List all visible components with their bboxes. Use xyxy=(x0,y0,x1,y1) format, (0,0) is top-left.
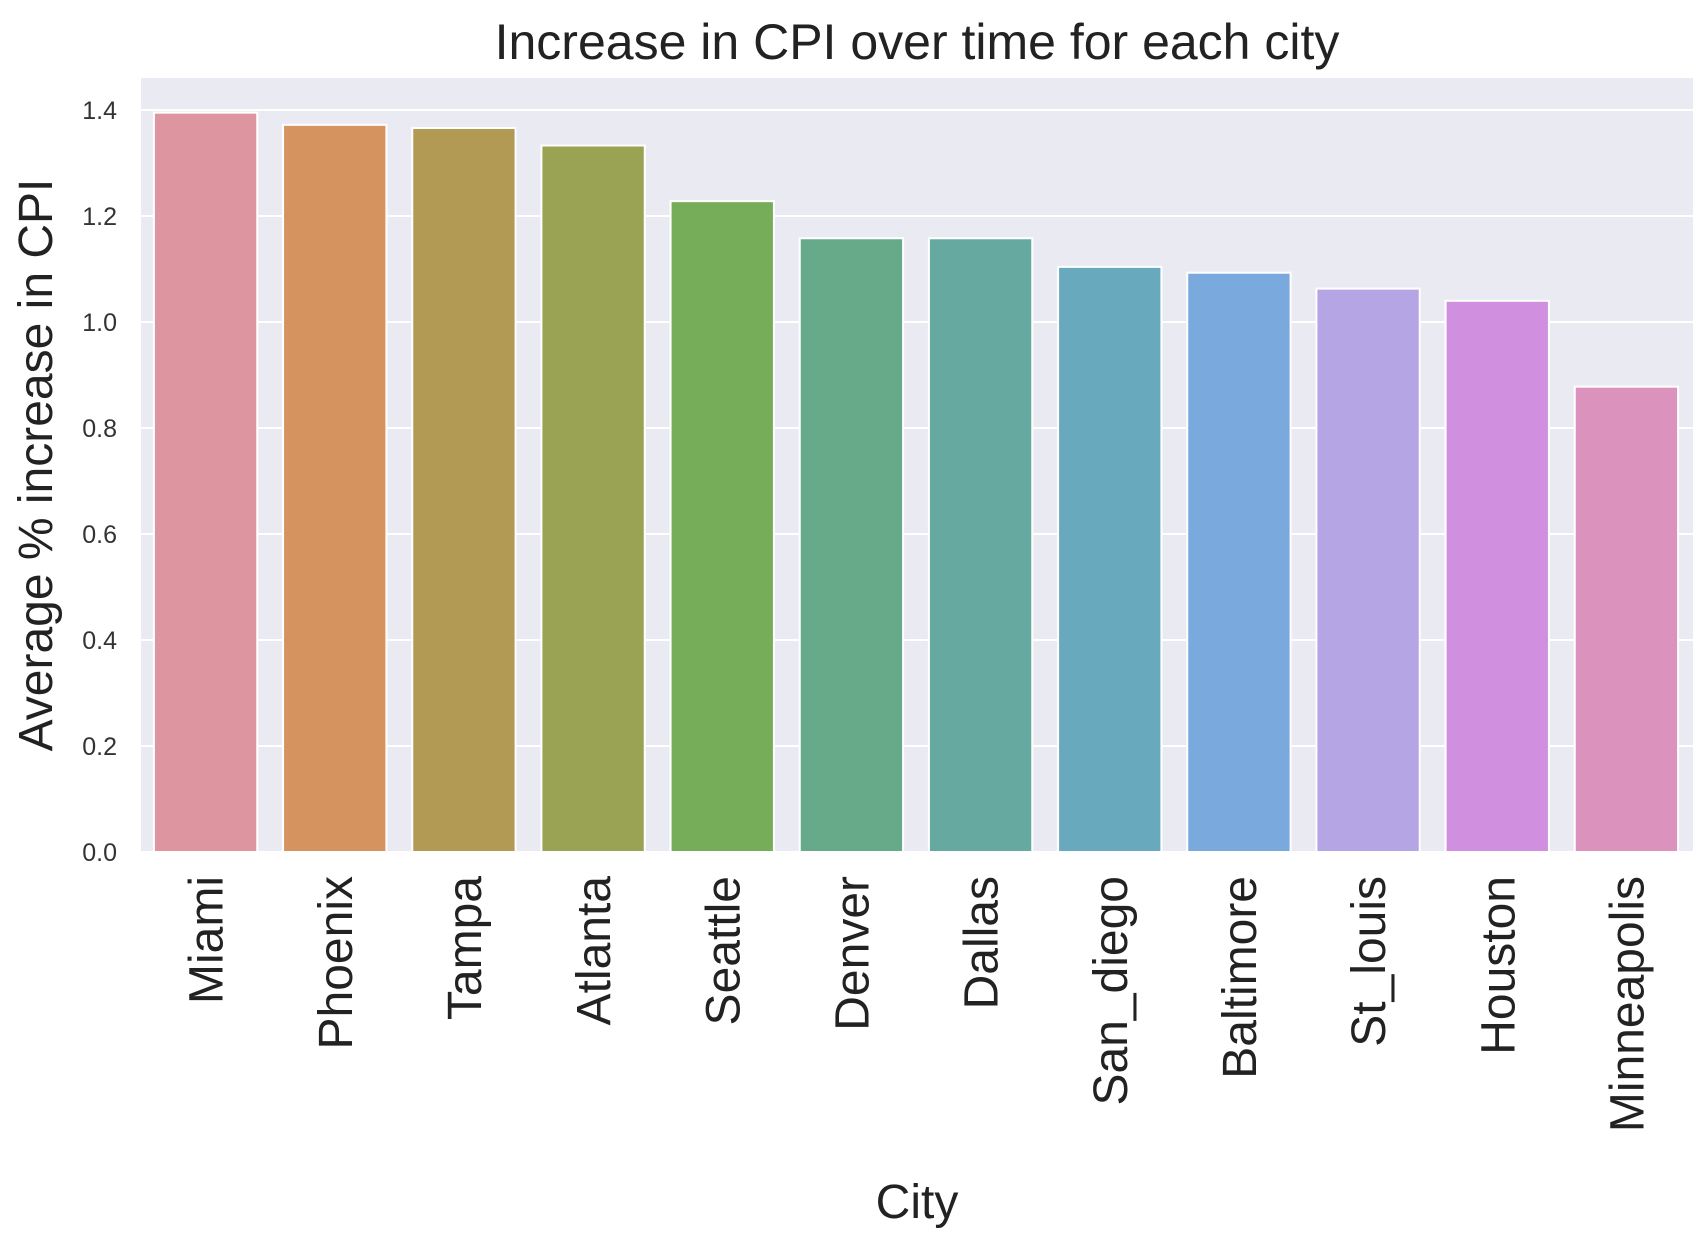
x-tick-label: Houston xyxy=(1472,876,1525,1055)
bar-tampa xyxy=(411,127,517,853)
y-tick-label: 0.0 xyxy=(82,839,117,867)
bar-phoenix xyxy=(282,123,388,853)
y-tick-labels: 0.0 0.2 0.4 0.6 0.8 1.0 1.2 1.4 xyxy=(82,97,117,867)
x-tick-label: Denver xyxy=(826,876,879,1031)
bar-minneapolis xyxy=(1573,385,1680,853)
x-tick-label: Phoenix xyxy=(310,876,363,1049)
x-tick-label: Miami xyxy=(181,876,234,1004)
bar-seattle xyxy=(669,200,775,854)
bar-miami xyxy=(152,111,259,853)
x-tick-label: Seattle xyxy=(697,876,750,1025)
bar-denver xyxy=(798,237,905,853)
gridlines xyxy=(141,109,1693,853)
y-tick-label: 0.2 xyxy=(82,733,117,761)
bar-baltimore xyxy=(1186,271,1292,853)
x-tick-label: Atlanta xyxy=(568,876,621,1026)
y-tick-label: 1.4 xyxy=(82,97,117,125)
plot-area xyxy=(141,78,1693,852)
x-tick-label: Dallas xyxy=(956,876,1009,1009)
x-tick-label: St_louis xyxy=(1343,876,1396,1047)
bar-houston xyxy=(1444,299,1550,853)
x-tick-label: Baltimore xyxy=(1214,876,1267,1079)
x-tick-label: Minneapolis xyxy=(1601,876,1654,1132)
y-tick-label: 1.0 xyxy=(82,309,117,337)
bars xyxy=(152,111,1680,854)
x-axis-label: City xyxy=(876,1176,959,1229)
x-tick-labels: Miami Phoenix Tampa Atlanta Seattle Denver Dal… xyxy=(181,876,1655,1132)
x-tick-label: Tampa xyxy=(439,876,492,1020)
x-tick-label: San_diego xyxy=(1085,876,1138,1106)
y-axis-label: Average % increase in CPI xyxy=(10,179,63,752)
bar-st-louis xyxy=(1315,287,1421,853)
y-tick-label: 0.6 xyxy=(82,521,117,549)
bar-dallas xyxy=(927,237,1034,853)
y-tick-label: 0.8 xyxy=(82,415,117,443)
bar-atlanta xyxy=(540,144,646,853)
bar-san-diego xyxy=(1057,265,1163,853)
y-tick-label: 0.4 xyxy=(82,627,117,655)
y-tick-label: 1.2 xyxy=(82,203,117,231)
chart-title: Increase in CPI over time for each city xyxy=(495,14,1340,70)
